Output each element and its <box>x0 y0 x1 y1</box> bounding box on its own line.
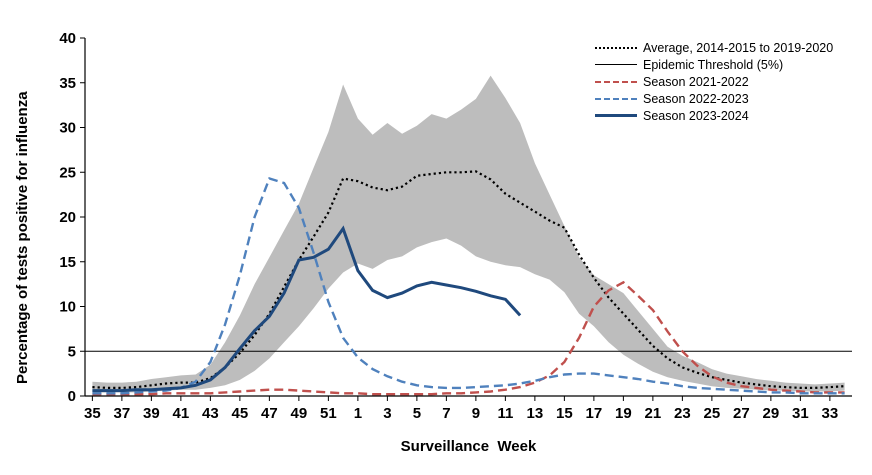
season-2021-2022-line-sample <box>595 80 637 83</box>
series-line-season-2023-2024 <box>92 225 522 393</box>
season-2023-2024-line-sample <box>595 114 637 117</box>
x-axis-title: Surveillance Week <box>400 438 537 455</box>
x-tick-label: 27 <box>733 405 750 422</box>
y-tick-label: 0 <box>68 388 76 405</box>
legend-label: Average, 2014-2015 to 2019-2020 <box>643 40 834 55</box>
x-tick-label: 21 <box>645 405 662 422</box>
x-tick-label: 35 <box>84 405 101 422</box>
legend-item-average: Average, 2014-2015 to 2019-2020 <box>595 39 833 56</box>
legend-item-threshold: Epidemic Threshold (5%) <box>595 56 833 73</box>
x-tick-label: 51 <box>320 405 337 422</box>
legend-item-season-2023-2024: Season 2023-2024 <box>595 107 833 124</box>
y-tick-label: 30 <box>59 120 76 137</box>
x-tick-label: 45 <box>232 405 249 422</box>
x-tick-label: 33 <box>822 405 839 422</box>
x-tick-label: 37 <box>114 405 131 422</box>
y-tick-label: 25 <box>59 164 76 181</box>
x-tick-label: 25 <box>704 405 721 422</box>
x-tick-label: 31 <box>792 405 809 422</box>
x-tick-label: 13 <box>527 405 544 422</box>
x-tick-label: 29 <box>763 405 780 422</box>
x-tick-label: 47 <box>261 405 278 422</box>
x-tick-label: 43 <box>202 405 219 422</box>
series-line-season-2022-2023 <box>92 177 845 395</box>
x-tick-label: 3 <box>383 405 391 422</box>
threshold-line-sample <box>595 64 637 65</box>
season-2022-2023-line-sample <box>595 97 637 100</box>
x-tick-label: 49 <box>291 405 308 422</box>
y-tick-label: 15 <box>59 254 76 271</box>
x-tick-label: 11 <box>497 405 513 422</box>
historical-range-band <box>92 75 845 393</box>
legend-label: Season 2022-2023 <box>643 91 749 106</box>
legend-item-season-2022-2023: Season 2022-2023 <box>595 90 833 107</box>
x-tick-label: 9 <box>472 405 480 422</box>
y-tick-label: 20 <box>59 209 76 226</box>
y-tick-label: 40 <box>59 30 76 47</box>
x-tick-label: 7 <box>442 405 450 422</box>
legend-item-season-2021-2022: Season 2021-2022 <box>595 73 833 90</box>
y-tick-label: 5 <box>68 343 76 360</box>
x-tick-label: 39 <box>143 405 160 422</box>
average-line-sample <box>595 46 637 49</box>
legend-label: Season 2023-2024 <box>643 108 749 123</box>
x-tick-label: 19 <box>615 405 632 422</box>
x-tick-label: 15 <box>556 405 573 422</box>
x-tick-label: 41 <box>173 405 190 422</box>
y-tick-label: 35 <box>59 75 76 92</box>
x-tick-label: 23 <box>674 405 691 422</box>
x-tick-label: 17 <box>586 405 603 422</box>
legend: Average, 2014-2015 to 2019-2020 Epidemic… <box>595 39 833 124</box>
x-tick-label: 1 <box>354 405 362 422</box>
y-axis-title: Percentage of tests positive for influen… <box>14 91 31 384</box>
x-tick-label: 5 <box>413 405 421 422</box>
series-line-season-2021-2022 <box>92 280 845 396</box>
legend-label: Epidemic Threshold (5%) <box>643 57 784 72</box>
y-tick-label: 10 <box>59 299 76 316</box>
legend-label: Season 2021-2022 <box>643 74 749 89</box>
